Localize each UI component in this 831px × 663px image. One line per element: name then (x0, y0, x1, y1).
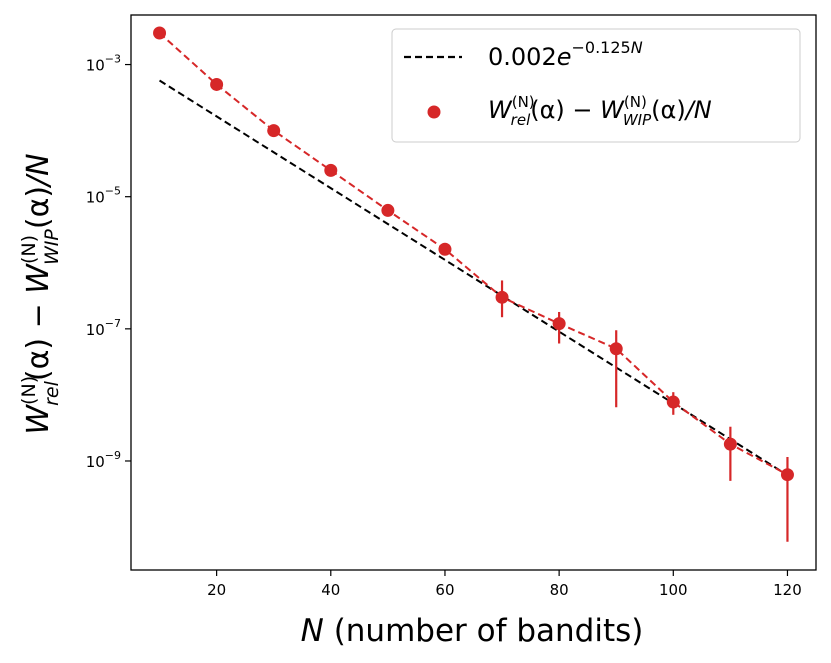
data-point (495, 290, 509, 304)
data-point (438, 242, 452, 256)
legend-data-swatch (427, 105, 441, 119)
data-connector-line (158, 32, 788, 476)
data-point (780, 468, 794, 482)
data-point (210, 77, 224, 91)
y-tick-label: 10−9 (86, 449, 121, 471)
data-point (723, 437, 737, 451)
legend-data-label: W(N) rel(α) − W(N) WIP(α)/N (488, 93, 712, 129)
x-tick-label: 100 (659, 581, 688, 599)
data-point (666, 395, 680, 409)
legend-fit-label: 0.002e−0.125N (488, 38, 643, 71)
legend-box (391, 28, 801, 143)
data-point (153, 26, 167, 40)
ticks-layer: 20 40 60 80 100 120 10−3 10−5 10−7 10−9 (86, 53, 802, 599)
data-point (267, 124, 281, 138)
data-point (324, 163, 338, 177)
fit-line (159, 79, 788, 476)
y-axis-label: W(N)rel(α) − W(N)WIP(α)/N (18, 153, 63, 434)
y-tick-label: 10−5 (86, 185, 121, 207)
x-axis-label: N (number of bandits) (301, 613, 644, 649)
axes-frame (130, 14, 817, 571)
x-tick-label: 40 (321, 581, 340, 599)
data-point (552, 317, 566, 331)
fit-line-layer (159, 79, 788, 476)
x-tick-label: 60 (435, 581, 454, 599)
x-tick-label: 20 (207, 581, 226, 599)
x-tick-label: 80 (550, 581, 569, 599)
svg-text:W(N)rel(α) − W(N)WIP(α)/N: W(N)rel(α) − W(N)WIP(α)/N (18, 153, 63, 434)
data-series-layer (153, 26, 794, 542)
y-tick-label: 10−7 (86, 317, 121, 339)
legend: 0.002e−0.125N W(N) rel(α) − W(N) WIP(α)/N (391, 28, 801, 143)
data-point (381, 203, 395, 217)
x-tick-label: 120 (773, 581, 802, 599)
data-point (609, 342, 623, 356)
y-tick-label: 10−3 (86, 53, 121, 75)
